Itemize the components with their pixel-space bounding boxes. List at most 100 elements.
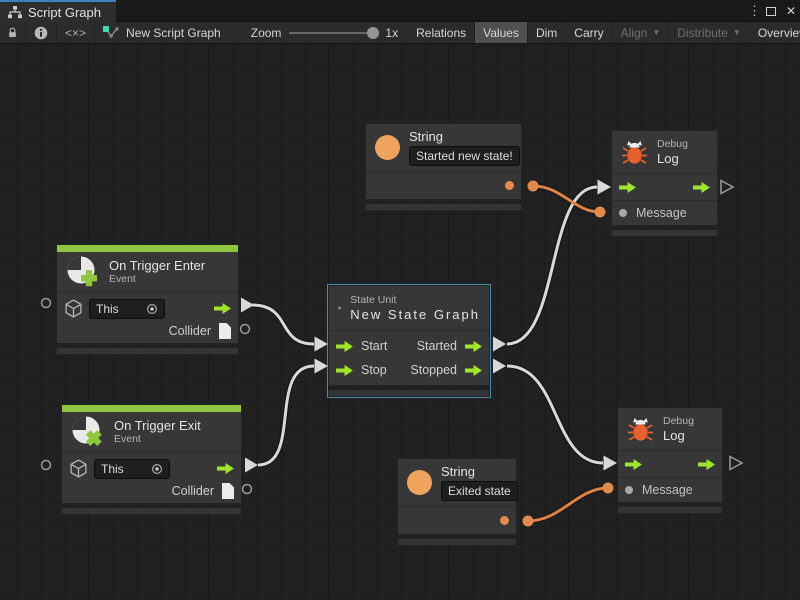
- collider-port-label: Collider: [171, 484, 214, 498]
- string-value-field[interactable]: Started new state!: [409, 146, 520, 166]
- object-picker-icon[interactable]: [151, 463, 163, 475]
- node-kind: Debug: [663, 415, 694, 427]
- message-input-port[interactable]: [625, 486, 633, 494]
- tab-script-graph[interactable]: Script Graph: [0, 0, 116, 22]
- graph-canvas[interactable]: String Started new state!: [0, 44, 800, 600]
- collider-output-port[interactable]: [222, 483, 234, 499]
- relations-button[interactable]: Relations: [408, 22, 476, 43]
- started-output-port[interactable]: [465, 340, 482, 352]
- start-port-label: Start: [361, 339, 388, 353]
- stopped-port-label: Stopped: [410, 363, 457, 377]
- zoom-label: Zoom: [250, 25, 282, 40]
- chevron-down-icon: ▼: [652, 28, 661, 37]
- state-unit-node[interactable]: State Unit New State Graph Start Started…: [327, 284, 491, 398]
- message-input-port[interactable]: [619, 209, 627, 217]
- graph-hierarchy-icon: [8, 5, 22, 18]
- trigger-exit-event-icon: [72, 416, 102, 447]
- overview-button[interactable]: Overview: [750, 22, 800, 43]
- code-toggle-button[interactable]: <×>: [57, 22, 96, 43]
- target-field[interactable]: This: [94, 458, 170, 479]
- on-trigger-enter-node[interactable]: On Trigger Enter Event This: [56, 244, 239, 355]
- stop-input-port[interactable]: [336, 364, 353, 376]
- flow-output-port[interactable]: [217, 463, 234, 474]
- carry-button[interactable]: Carry: [566, 22, 613, 43]
- string-output-port[interactable]: [500, 516, 509, 525]
- node-footer: [365, 203, 522, 211]
- stop-port-label: Stop: [361, 363, 387, 377]
- flow-input-port[interactable]: [619, 181, 636, 193]
- dim-button[interactable]: Dim: [528, 22, 567, 43]
- node-footer: [61, 507, 242, 515]
- collider-port-label: Collider: [168, 324, 211, 338]
- info-button[interactable]: [26, 22, 57, 43]
- node-footer: [328, 389, 490, 397]
- debug-log-node-top[interactable]: Debug Log Message: [611, 130, 718, 237]
- node-title: Log: [657, 151, 679, 166]
- close-icon[interactable]: ✕: [785, 4, 796, 18]
- graph-toolbar: <×> New Script Graph Zoom 1x Relations V…: [0, 22, 800, 44]
- start-input-port[interactable]: [336, 340, 353, 352]
- node-subtitle: Event: [109, 273, 136, 285]
- flow-output-port[interactable]: [698, 458, 715, 470]
- align-dropdown[interactable]: Align ▼: [613, 22, 670, 43]
- node-title: New State Graph: [350, 307, 480, 322]
- tab-bar: Script Graph ⋮ ✕: [0, 0, 800, 22]
- event-accent-bar: [57, 245, 238, 252]
- target-value: This: [101, 461, 124, 476]
- chevron-down-icon: ▼: [732, 28, 741, 37]
- zoom-slider[interactable]: [289, 26, 380, 39]
- value-wire-endpoint: [522, 180, 614, 527]
- window-controls: ⋮ ✕: [748, 0, 796, 22]
- string-value-icon: [375, 135, 400, 160]
- node-title: On Trigger Exit: [114, 418, 201, 433]
- gameobject-cube-icon: [70, 459, 87, 478]
- tab-title: Script Graph: [28, 4, 101, 20]
- string-value-field[interactable]: Exited state: [441, 481, 518, 501]
- zoom-value: 1x: [385, 25, 399, 40]
- collider-output-port[interactable]: [219, 323, 231, 339]
- graph-name-label: New Script Graph: [126, 25, 221, 40]
- bug-icon: [628, 417, 653, 441]
- on-trigger-exit-node[interactable]: On Trigger Exit Event This: [61, 404, 242, 515]
- node-footer: [611, 229, 718, 237]
- debug-log-node-bottom[interactable]: Debug Log Message: [617, 407, 723, 514]
- node-subtitle: Event: [114, 433, 141, 445]
- node-footer: [56, 347, 239, 355]
- node-footer: [397, 538, 517, 546]
- lock-button[interactable]: [0, 22, 26, 43]
- zoom-control: Zoom 1x: [241, 26, 408, 40]
- flow-output-port[interactable]: [693, 181, 710, 193]
- object-picker-icon[interactable]: [146, 303, 158, 315]
- graph-name-button[interactable]: New Script Graph: [95, 22, 229, 43]
- string-node-top[interactable]: String Started new state!: [365, 123, 522, 211]
- string-output-port[interactable]: [505, 181, 514, 190]
- node-title: Log: [663, 428, 685, 443]
- menu-dots-icon[interactable]: ⋮: [747, 3, 761, 18]
- distribute-dropdown[interactable]: Distribute ▼: [669, 22, 750, 43]
- message-port-label: Message: [642, 483, 693, 497]
- zoom-slider-handle[interactable]: [367, 26, 380, 39]
- string-value-icon: [407, 470, 432, 495]
- graph-node-icon: [103, 26, 119, 38]
- trigger-enter-event-icon: [67, 256, 97, 287]
- value-wire[interactable]: [527, 184, 609, 523]
- node-kind: State Unit: [350, 294, 397, 306]
- string-node-bottom[interactable]: String Exited state: [397, 458, 518, 546]
- event-accent-bar: [62, 405, 241, 412]
- node-title: String: [441, 464, 475, 479]
- stopped-output-port[interactable]: [465, 364, 482, 376]
- target-field[interactable]: This: [89, 298, 165, 319]
- values-button[interactable]: Values: [475, 22, 528, 43]
- node-footer: [617, 506, 723, 514]
- node-kind: Debug: [657, 138, 688, 150]
- target-value: This: [96, 301, 119, 316]
- node-title: On Trigger Enter: [109, 258, 206, 273]
- flow-output-port[interactable]: [214, 303, 231, 314]
- flow-input-port[interactable]: [625, 458, 642, 470]
- gameobject-cube-icon: [65, 299, 82, 318]
- started-port-label: Started: [416, 339, 457, 353]
- align-label: Align: [620, 25, 648, 40]
- maximize-icon[interactable]: [765, 6, 776, 16]
- node-title: String: [409, 129, 443, 144]
